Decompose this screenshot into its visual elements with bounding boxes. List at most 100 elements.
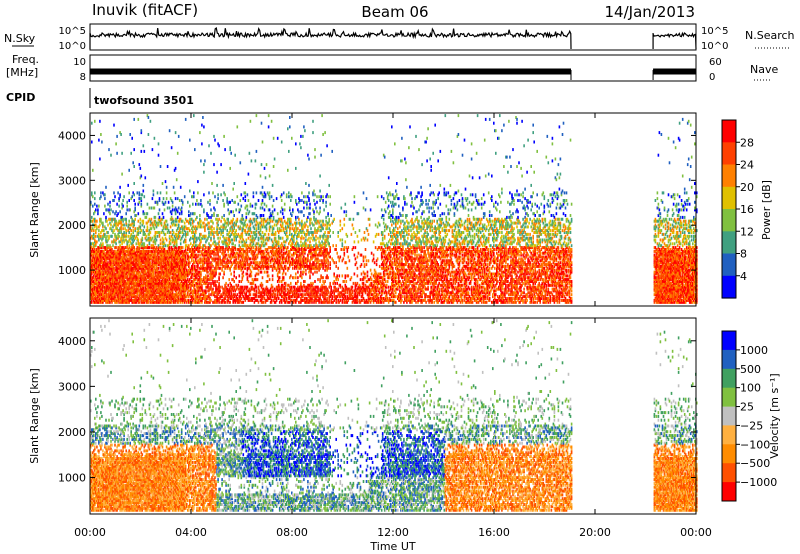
range-cell: [247, 224, 249, 227]
range-cell: [173, 186, 175, 189]
range-cell: [175, 131, 177, 134]
range-cell: [219, 273, 221, 276]
range-cell: [144, 212, 146, 215]
range-cell: [138, 118, 140, 121]
range-cell: [227, 218, 229, 221]
range-cell: [145, 176, 147, 179]
range-cell: [210, 244, 212, 247]
range-cell: [122, 227, 124, 230]
range-cell: [146, 235, 148, 238]
range-cell: [121, 152, 123, 155]
range-cell: [255, 159, 257, 162]
range-cell: [173, 231, 175, 234]
range-cell: [108, 148, 110, 151]
range-cell: [125, 218, 127, 221]
range-cell: [248, 199, 250, 202]
range-cell: [232, 188, 234, 191]
range-cell: [214, 195, 216, 198]
range-cell: [199, 214, 201, 217]
range-cell: [247, 193, 249, 196]
range-cell: [250, 235, 252, 238]
range-cell: [143, 184, 145, 187]
range-cell: [257, 216, 259, 219]
range-cell: [212, 265, 214, 268]
range-cell: [152, 148, 154, 151]
range-cell: [221, 216, 223, 219]
range-cell: [237, 293, 239, 296]
range-cell: [190, 237, 192, 240]
range-cell: [117, 212, 119, 215]
range-cell: [158, 142, 160, 145]
range-cell: [132, 161, 134, 164]
range-cell: [238, 284, 240, 287]
range-cell: [143, 220, 145, 223]
range-cell: [247, 208, 249, 211]
range-cell: [271, 120, 273, 123]
range-cell: [109, 205, 111, 208]
range-cell: [187, 231, 189, 234]
range-cell: [99, 120, 101, 123]
range-cell: [134, 207, 136, 210]
range-cell: [230, 152, 232, 155]
range-cell: [203, 163, 205, 166]
range-cell: [129, 133, 131, 136]
range-cell: [272, 205, 274, 208]
range-cell: [180, 186, 182, 189]
range-cell: [123, 195, 125, 198]
range-cell: [198, 203, 200, 206]
range-cell: [113, 191, 115, 194]
range-cell: [220, 220, 222, 223]
range-cell: [249, 152, 251, 155]
range-cell: [182, 246, 184, 249]
range-cell: [268, 233, 270, 236]
range-cell: [251, 271, 253, 274]
range-cell: [231, 199, 233, 202]
range-cell: [213, 135, 215, 138]
power-scatter: [90, 114, 698, 304]
range-cell: [271, 195, 273, 198]
range-cell: [166, 220, 168, 223]
range-cell: [234, 154, 236, 157]
nsky-panel-frame: [90, 24, 696, 50]
range-cell: [224, 148, 226, 151]
range-cell: [196, 199, 198, 202]
range-cell: [133, 118, 135, 121]
range-cell: [110, 224, 112, 227]
range-cell: [213, 235, 215, 238]
range-cell: [156, 239, 158, 242]
range-cell: [253, 191, 255, 194]
range-cell: [94, 197, 96, 200]
range-cell: [106, 220, 108, 223]
range-cell: [136, 214, 138, 217]
range-cell: [104, 193, 106, 196]
range-cell: [268, 274, 270, 277]
range-cell: [170, 225, 172, 228]
range-cell: [166, 239, 168, 242]
freq-panel-frame: [90, 55, 696, 81]
range-cell: [227, 284, 229, 287]
range-cell: [258, 199, 260, 202]
range-cell: [108, 208, 110, 211]
range-cell: [122, 199, 124, 202]
range-cell: [96, 225, 98, 228]
range-cell: [269, 208, 271, 211]
range-cell: [97, 208, 99, 211]
range-cell: [122, 205, 124, 208]
range-cell: [99, 224, 101, 227]
range-cell: [195, 203, 197, 206]
range-cell: [107, 231, 109, 234]
range-cell: [190, 222, 192, 225]
range-cell: [266, 163, 268, 166]
range-cell: [126, 205, 128, 208]
range-cell: [189, 261, 191, 264]
range-cell: [216, 201, 218, 204]
range-cell: [154, 207, 156, 210]
range-cell: [243, 197, 245, 200]
freq-label-1: Freq.: [12, 53, 39, 66]
range-cell: [233, 182, 235, 185]
range-cell: [233, 280, 235, 283]
range-cell: [268, 263, 270, 266]
range-cell: [233, 286, 235, 289]
range-cell: [242, 214, 244, 217]
range-cell: [249, 210, 251, 213]
